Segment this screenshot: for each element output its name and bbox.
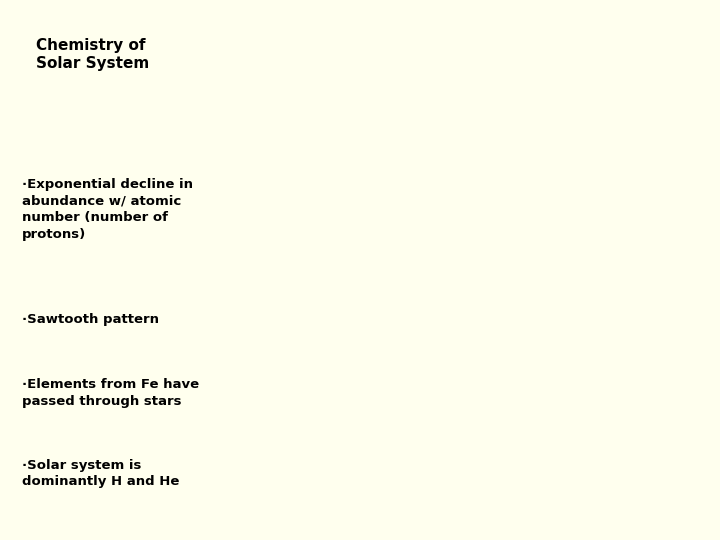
Text: ·Sawtooth pattern: ·Sawtooth pattern xyxy=(22,313,158,326)
Text: Chemistry of
Solar System: Chemistry of Solar System xyxy=(36,38,149,71)
Text: ·Exponential decline in
abundance w/ atomic
number (number of
protons): ·Exponential decline in abundance w/ ato… xyxy=(22,178,193,241)
Text: ·Elements from Fe have
passed through stars: ·Elements from Fe have passed through st… xyxy=(22,378,199,408)
Text: ·Solar system is
dominantly H and He: ·Solar system is dominantly H and He xyxy=(22,459,179,489)
